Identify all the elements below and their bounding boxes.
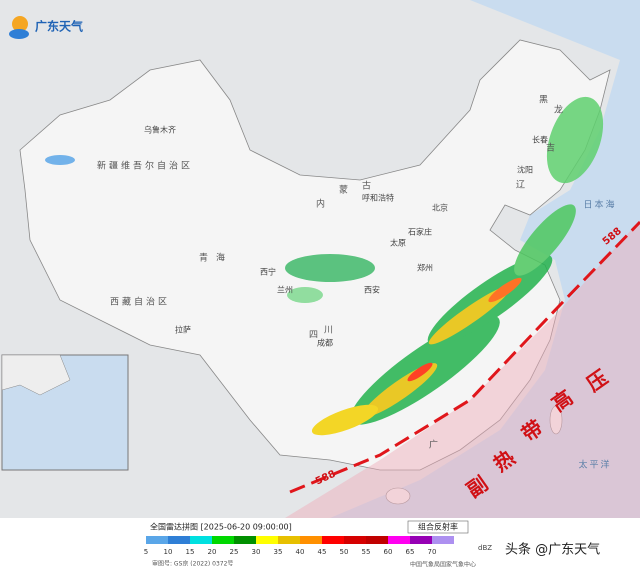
legend-tick: 60 xyxy=(384,548,393,556)
legend-tick: 25 xyxy=(230,548,239,556)
echo xyxy=(285,254,375,282)
legend-color xyxy=(190,536,212,544)
logo-text: 广东天气 xyxy=(35,19,83,34)
echo xyxy=(407,362,433,382)
region-label: 黑 xyxy=(539,95,551,106)
region-label: 古 xyxy=(362,180,374,192)
legend-color xyxy=(278,536,300,544)
legend-color xyxy=(234,536,256,544)
legend-product: 组合反射率 xyxy=(418,522,458,532)
region-label: 沈阳 xyxy=(517,165,533,175)
region-label: 兰州 xyxy=(277,285,293,295)
logo: 广东天气 xyxy=(9,16,83,39)
echo xyxy=(287,287,323,303)
watermark: 头条 @广东天气 xyxy=(505,542,600,558)
legend-title: 全国雷达拼图 [2025-06-20 09:00:00] xyxy=(150,522,292,532)
region-label: 辽 xyxy=(516,180,528,191)
inset-land xyxy=(1,354,71,396)
legend-tick: 50 xyxy=(340,548,349,556)
legend-color xyxy=(366,536,388,544)
source: 中国气象局国家气象中心 xyxy=(410,561,476,569)
region-label: 广 xyxy=(429,439,441,451)
legend-tick: 70 xyxy=(428,548,437,556)
legend-scale: 5 10 15 20 25 30 35 40 45 50 55 60 65 70 xyxy=(144,536,454,556)
sea xyxy=(330,0,640,518)
legend-color xyxy=(168,536,190,544)
echo xyxy=(45,155,75,165)
region-label: 青 xyxy=(199,252,211,264)
legend-color xyxy=(146,536,168,544)
approval-number: 审图号: GS京 (2022) 0372号 xyxy=(152,560,233,568)
logo-sun xyxy=(12,16,28,32)
region-label: 新疆维吾尔自治区 xyxy=(97,160,193,172)
region-label: 日本海 xyxy=(583,199,616,211)
legend-product-box xyxy=(407,520,469,534)
legend-tick: 15 xyxy=(186,548,195,556)
region-label: 太原 xyxy=(390,238,406,248)
legend-color xyxy=(388,536,410,544)
taiwan xyxy=(549,405,563,435)
legend-tick: 40 xyxy=(296,548,305,556)
region-label: 龙 xyxy=(554,104,566,116)
region-label: 西安 xyxy=(364,285,380,295)
legend-color xyxy=(212,536,234,544)
legend-color xyxy=(256,536,278,544)
legend-tick: 30 xyxy=(252,548,261,556)
region-label: 北京 xyxy=(432,203,448,213)
region-label: 郑州 xyxy=(417,263,433,273)
legend-color xyxy=(300,536,322,544)
region-label: 西藏自治区 xyxy=(110,296,170,308)
legend-unit: dBZ xyxy=(478,544,492,552)
region-label: 内 xyxy=(316,198,328,210)
legend-tick: 5 xyxy=(144,548,148,556)
echo xyxy=(546,96,604,184)
legend-tick: 10 xyxy=(164,548,173,556)
region-label: 石家庄 xyxy=(408,227,432,237)
subtropical-high-area xyxy=(285,220,640,518)
region-label: 长春 xyxy=(532,135,548,145)
radar-echoes xyxy=(45,96,604,436)
region-label: 海 xyxy=(216,252,228,264)
legend-color xyxy=(432,536,454,544)
region-label: 吉 xyxy=(546,143,558,154)
legend-tick: 55 xyxy=(362,548,371,556)
isoline-588 xyxy=(289,220,640,494)
region-label: 四 xyxy=(309,331,321,341)
legend-color xyxy=(322,536,344,544)
region-label: 拉萨 xyxy=(175,325,191,335)
echo xyxy=(514,204,576,276)
echo xyxy=(488,277,522,303)
legend-tick: 20 xyxy=(208,548,217,556)
region-label: 呼和浩特 xyxy=(362,193,394,203)
logo-cloud xyxy=(9,29,29,39)
region-label: 成都 xyxy=(317,338,333,348)
region-label: 太平洋 xyxy=(578,459,611,471)
echo xyxy=(311,404,379,436)
legend-tick: 45 xyxy=(318,548,327,556)
hainan xyxy=(385,487,411,505)
region-label: 西宁 xyxy=(260,267,276,277)
legend-color xyxy=(410,536,432,544)
region-label: 蒙 xyxy=(339,184,351,196)
region-label: 川 xyxy=(324,326,336,336)
legend-tick: 35 xyxy=(274,548,283,556)
legend-color xyxy=(344,536,366,544)
region-label: 乌鲁木齐 xyxy=(144,125,176,135)
legend-tick: 65 xyxy=(406,548,415,556)
